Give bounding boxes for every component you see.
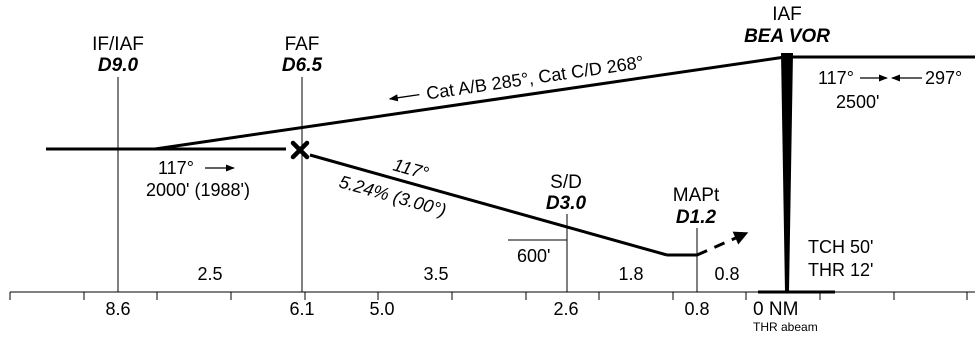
iaf-vor-name: IAF (772, 4, 802, 25)
outbound-arrow-icon (388, 93, 420, 102)
final-descent-path (309, 153, 668, 257)
tch-label: TCH 50' (808, 237, 873, 257)
axis-distance-label: 6.1 (289, 299, 314, 319)
faf-distance: D6.5 (282, 55, 323, 76)
segment-distance: 3.5 (423, 264, 448, 284)
vor-descent-wedge (781, 53, 793, 292)
if-iaf-name: IF/IAF (92, 34, 144, 55)
axis-distance-label: 8.6 (105, 299, 130, 319)
sd-altitude-label: 600' (517, 246, 550, 266)
iaf-vor-distance: BEA VOR (744, 26, 830, 47)
inbound-altitude-label: 2000' (1988') (146, 180, 250, 200)
axis-distance-label: 2.6 (553, 299, 578, 319)
maltese-cross-icon (290, 140, 310, 160)
segment-distance: 2.5 (197, 264, 222, 284)
vor-altitude-label: 2500' (836, 92, 879, 112)
axis-minor-ticks (9, 292, 968, 300)
sd-distance: D3.0 (546, 193, 587, 214)
axis-zero-label: 0 NM (753, 299, 798, 320)
axis-zero-sublabel: THR abeam (753, 320, 818, 334)
vor-course-right-label: 297° (925, 68, 962, 88)
outbound-climb-leg (154, 55, 786, 151)
if-iaf-distance: D9.0 (98, 55, 139, 76)
missed-approach-arrow (696, 231, 749, 257)
mapt-distance: D1.2 (676, 207, 717, 228)
faf-name: FAF (285, 34, 320, 55)
segment-distance: 1.8 (618, 264, 643, 284)
sd-name: S/D (550, 172, 582, 193)
mapt-name: MAPt (673, 185, 720, 206)
thr-elevation-label: THR 12' (808, 260, 873, 280)
outbound-label: Cat A/B 285°, Cat C/D 268° (388, 52, 645, 103)
axis-distance-label: 0.8 (684, 299, 709, 319)
inbound-course-label: 117° (158, 158, 194, 178)
outbound-course-label: Cat A/B 285°, Cat C/D 268° (425, 52, 645, 103)
vor-course-left-label: 117° (818, 68, 854, 88)
axis-distance-label: 5.0 (369, 299, 394, 319)
segment-distance: 0.8 (714, 264, 739, 284)
